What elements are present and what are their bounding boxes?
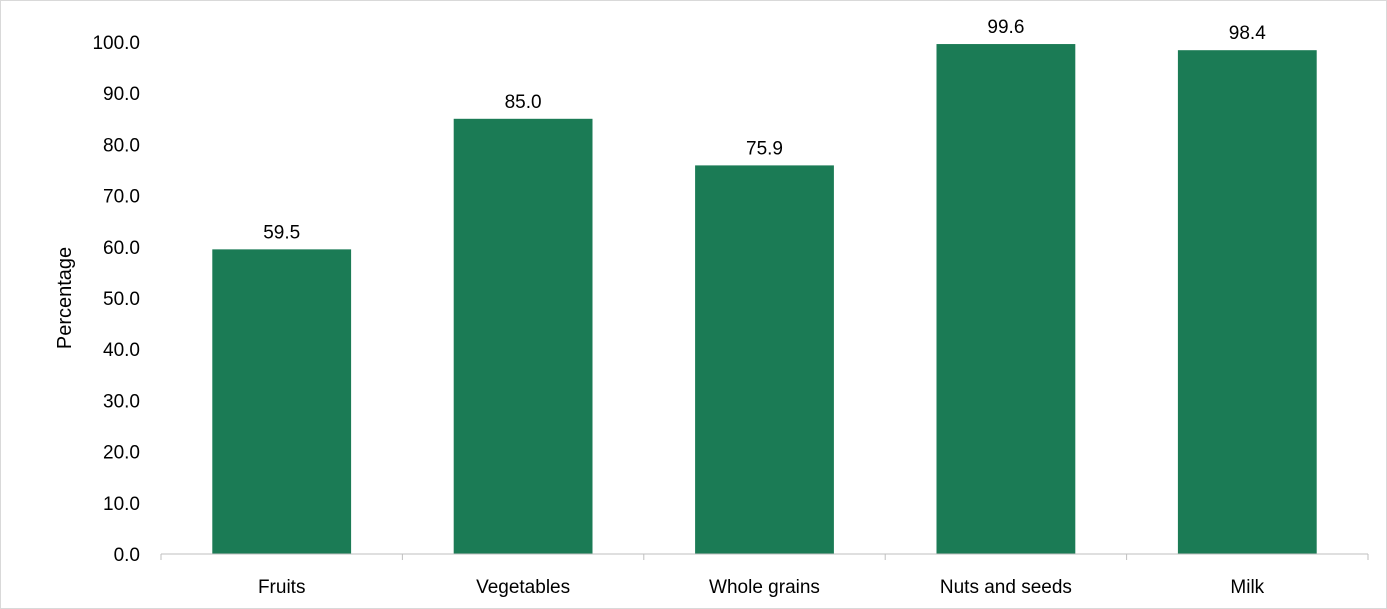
data-label: 85.0 [505,92,542,113]
y-tick-label: 40.0 [103,340,140,361]
x-tick-label: Nuts and seeds [940,577,1072,598]
y-axis-title: Percentage [54,247,76,349]
y-tick-label: 100.0 [92,33,140,54]
y-tick-label: 90.0 [103,84,140,105]
y-tick-label: 70.0 [103,187,140,208]
data-label: 99.6 [987,17,1024,38]
y-tick-label: 30.0 [103,391,140,412]
data-label: 98.4 [1229,23,1266,44]
y-tick-label: 0.0 [114,545,140,566]
y-axis-ticks: 0.0 10.0 20.0 30.0 40.0 50.0 60.0 70.0 80.0 90.0 1… [92,33,140,566]
data-labels: 59.5 85.0 75.9 99.6 98.4 [263,17,1266,243]
bar-series [212,44,1317,555]
data-label: 75.9 [746,138,783,159]
bar [695,165,834,554]
y-tick-label: 60.0 [103,238,140,259]
x-tick-label: Vegetables [476,577,570,598]
y-tick-label: 80.0 [103,135,140,156]
y-tick-label: 50.0 [103,289,140,310]
x-tick-label: Milk [1230,577,1264,598]
x-axis-ticks: Fruits Vegetables Whole grains Nuts and see… [160,554,1369,598]
x-tick-label: Whole grains [709,577,820,598]
bar [1177,50,1317,554]
y-tick-label: 10.0 [103,494,140,515]
data-label: 59.5 [263,222,300,243]
bar [453,118,593,555]
bar [936,44,1076,554]
bar [212,249,352,555]
y-tick-label: 20.0 [103,443,140,464]
x-tick-label: Fruits [258,577,306,598]
